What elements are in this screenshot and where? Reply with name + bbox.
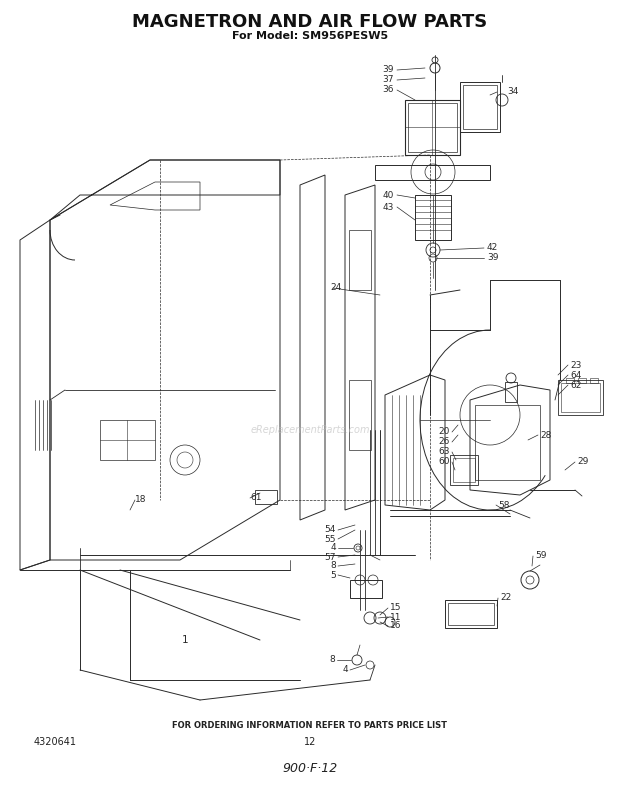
Bar (505, 382, 517, 402)
Text: 54: 54 (325, 526, 336, 535)
Text: 40: 40 (383, 191, 394, 200)
Text: 23: 23 (570, 360, 582, 370)
Text: 20: 20 (438, 428, 450, 436)
Text: 8: 8 (329, 656, 335, 664)
Text: 26: 26 (438, 437, 450, 447)
Text: 5: 5 (330, 570, 336, 580)
Text: FOR ORDERING INFORMATION REFER TO PARTS PRICE LIST: FOR ORDERING INFORMATION REFER TO PARTS … (172, 722, 448, 730)
Text: 900·F·12: 900·F·12 (282, 761, 338, 775)
Text: 61: 61 (250, 493, 262, 502)
Text: 57: 57 (324, 553, 336, 562)
Bar (100, 420, 155, 460)
Bar (558, 380, 603, 415)
Text: 16: 16 (390, 622, 402, 630)
Text: 42: 42 (487, 243, 498, 253)
Text: 58: 58 (498, 501, 510, 509)
Bar (460, 82, 500, 132)
Text: 12: 12 (304, 737, 316, 747)
Bar (405, 100, 460, 155)
Text: 60: 60 (438, 458, 450, 466)
Bar (255, 490, 277, 504)
Bar (448, 603, 494, 625)
Text: 39: 39 (487, 253, 498, 262)
Text: 11: 11 (390, 612, 402, 622)
Text: 4: 4 (330, 543, 336, 553)
Text: 1: 1 (182, 635, 188, 645)
Text: 62: 62 (570, 380, 582, 390)
Text: 43: 43 (383, 203, 394, 211)
Text: 29: 29 (577, 458, 588, 466)
Bar (415, 195, 451, 240)
Text: 18: 18 (135, 496, 146, 505)
Text: 64: 64 (570, 371, 582, 379)
Text: 37: 37 (383, 75, 394, 85)
Text: 4320641: 4320641 (33, 737, 76, 747)
Bar (463, 85, 497, 129)
Text: 28: 28 (540, 431, 551, 440)
Text: 55: 55 (324, 535, 336, 543)
Bar (475, 405, 540, 480)
Text: 34: 34 (507, 87, 518, 97)
Bar (453, 458, 475, 482)
Text: 24: 24 (330, 284, 341, 292)
Bar (566, 378, 574, 383)
Text: 4: 4 (342, 665, 348, 675)
Text: eReplacementParts.com: eReplacementParts.com (250, 425, 370, 435)
Text: 22: 22 (500, 593, 511, 603)
Bar (350, 580, 382, 598)
Bar (408, 103, 457, 152)
Text: 39: 39 (383, 66, 394, 74)
Bar (561, 383, 600, 412)
Text: 59: 59 (535, 551, 546, 561)
Text: MAGNETRON AND AIR FLOW PARTS: MAGNETRON AND AIR FLOW PARTS (133, 13, 487, 31)
Bar (450, 455, 478, 485)
Text: 8: 8 (330, 562, 336, 570)
Text: For Model: SM956PESW5: For Model: SM956PESW5 (232, 31, 388, 41)
Bar (590, 378, 598, 383)
Bar (578, 378, 586, 383)
Bar (349, 230, 371, 290)
Text: 36: 36 (383, 86, 394, 94)
Bar (349, 380, 371, 450)
Bar (445, 600, 497, 628)
Text: 63: 63 (438, 447, 450, 456)
Text: 15: 15 (390, 604, 402, 612)
